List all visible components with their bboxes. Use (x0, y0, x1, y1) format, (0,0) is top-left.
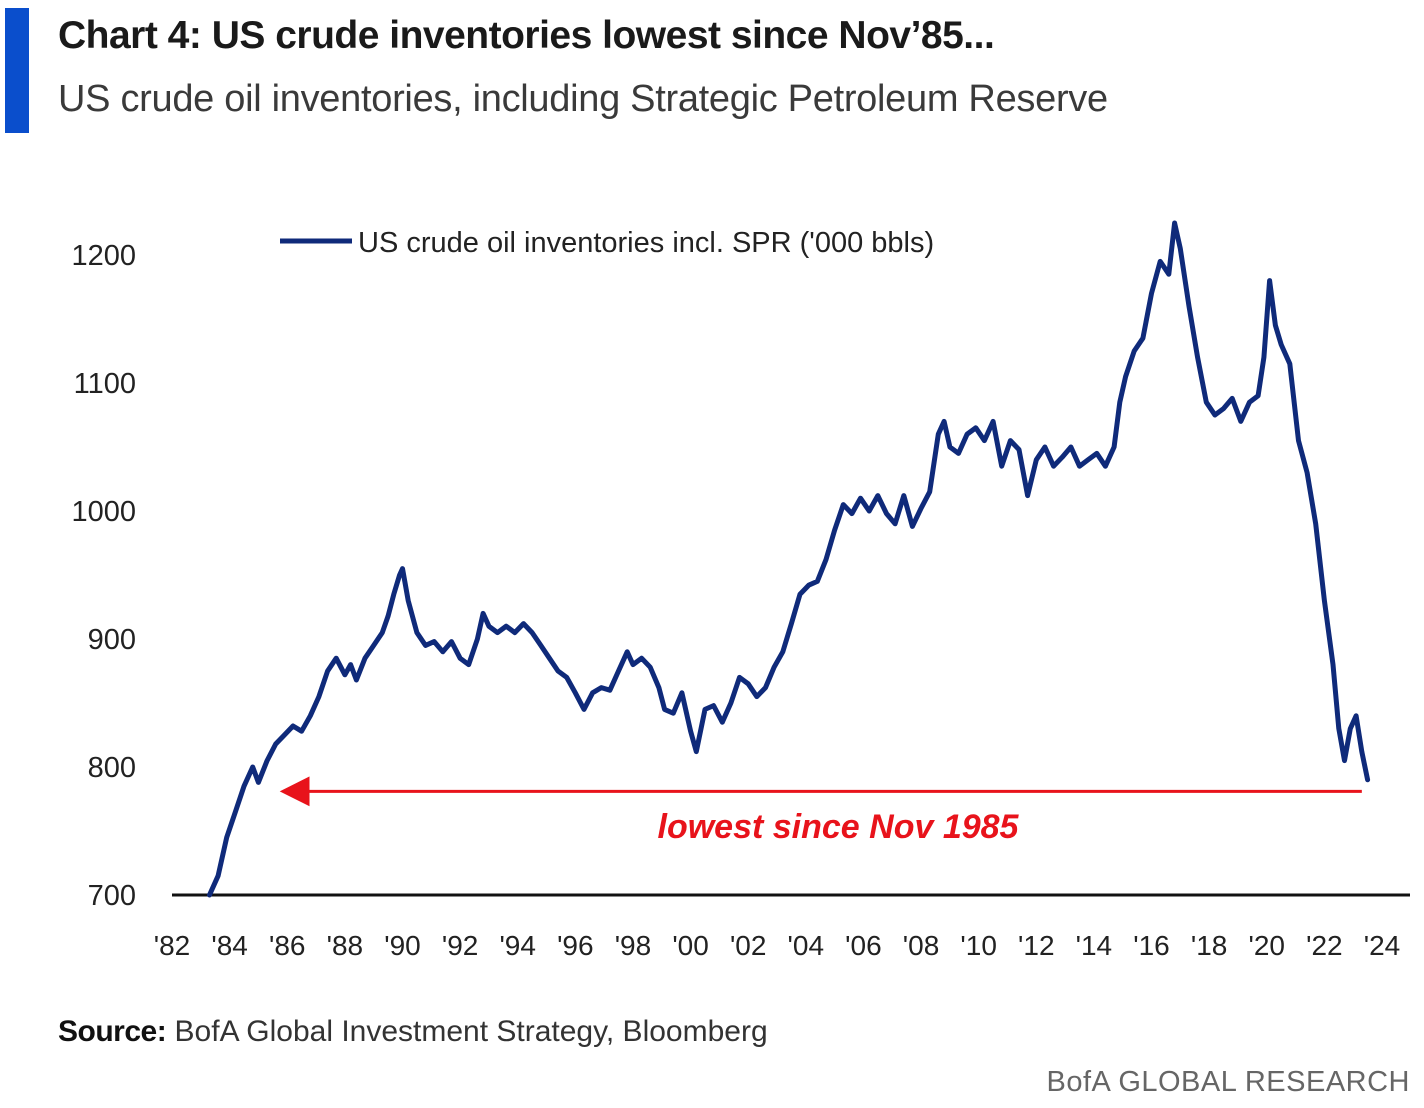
series-group (207, 220, 1371, 898)
x-tick-label: '84 (211, 930, 248, 961)
y-tick-label: 1200 (71, 240, 136, 272)
x-tick-label: '12 (1018, 930, 1055, 961)
x-tick-label: '06 (845, 930, 882, 961)
y-tick-label: 900 (88, 624, 136, 656)
y-axis-ticks: 700 800 900 1000 1100 1200 (71, 240, 136, 912)
x-tick-label: '10 (960, 930, 997, 961)
source-label: Source: (58, 1015, 167, 1048)
x-tick-label: '14 (1076, 930, 1113, 961)
x-tick-label: '08 (903, 930, 940, 961)
x-axis-ticks: '82 '84 '86 '88 '90 '92 '94 '96 '98 '00 '02 '04 '06 '… (154, 930, 1401, 961)
y-tick-label: 700 (88, 880, 136, 912)
y-tick-label: 1100 (74, 368, 136, 400)
x-tick-label: '86 (269, 930, 306, 961)
x-tick-label: '22 (1306, 930, 1343, 961)
x-tick-label: '00 (672, 930, 709, 961)
x-tick-label: '18 (1191, 930, 1228, 961)
x-tick-label: '90 (384, 930, 421, 961)
annotation: lowest since Nov 1985 (279, 776, 1362, 846)
x-tick-label: '20 (1249, 930, 1286, 961)
x-tick-label: '94 (499, 930, 536, 961)
chart-subtitle: US crude oil inventories, including Stra… (58, 78, 1108, 120)
x-tick-label: '16 (1133, 930, 1170, 961)
x-tick-label: '82 (154, 930, 191, 961)
brand-watermark: BofA GLOBAL RESEARCH (1046, 1066, 1410, 1098)
x-tick-label: '02 (730, 930, 767, 961)
series-line (207, 220, 1371, 898)
y-tick-label: 1000 (71, 496, 136, 528)
source-line: Source: BofA Global Investment Strategy,… (58, 1015, 768, 1049)
accent-bar (5, 8, 29, 133)
annotation-label: lowest since Nov 1985 (658, 808, 1020, 846)
x-tick-label: '98 (615, 930, 652, 961)
source-text: BofA Global Investment Strategy, Bloombe… (174, 1015, 768, 1048)
legend-label: US crude oil inventories incl. SPR ('000… (358, 227, 934, 259)
y-tick-label: 800 (88, 752, 136, 784)
x-tick-label: '92 (442, 930, 479, 961)
chart-title: Chart 4: US crude inventories lowest sin… (58, 14, 995, 57)
x-tick-label: '88 (327, 930, 364, 961)
x-tick-label: '04 (788, 930, 825, 961)
x-tick-label: '24 (1364, 930, 1401, 961)
x-tick-label: '96 (557, 930, 594, 961)
legend: US crude oil inventories incl. SPR ('000… (280, 227, 934, 259)
